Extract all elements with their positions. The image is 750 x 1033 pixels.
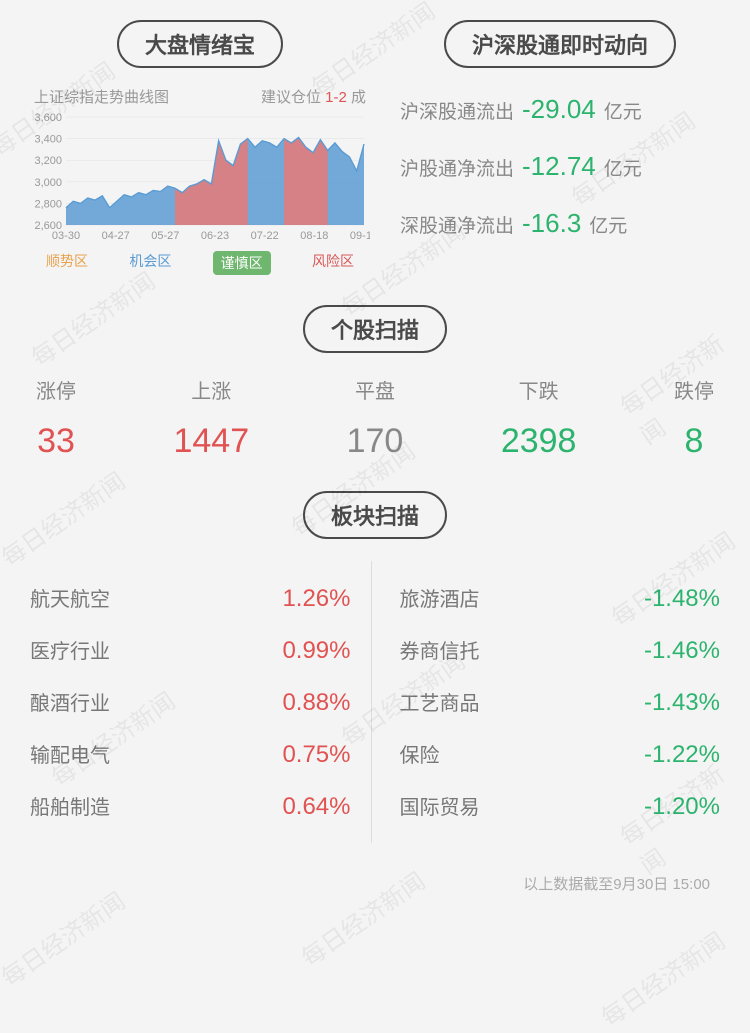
sector-row: 医疗行业0.99% <box>30 635 351 665</box>
svg-text:2,800: 2,800 <box>34 198 62 210</box>
sector-row: 保险-1.22% <box>400 739 721 769</box>
svg-text:3,400: 3,400 <box>34 134 62 146</box>
sector-row: 酿酒行业0.88% <box>30 687 351 717</box>
scan-col: 上涨1447 <box>173 375 249 461</box>
sector-row: 船舶制造0.64% <box>30 791 351 821</box>
svg-text:3,000: 3,000 <box>34 177 62 189</box>
scan-col: 下跌2398 <box>501 375 577 461</box>
flow-item: 沪股通净流出-12.74 亿元 <box>400 151 720 182</box>
footer-timestamp: 以上数据截至9月30日 15:00 <box>30 873 720 894</box>
svg-text:06-23: 06-23 <box>201 230 229 242</box>
sector-scan-title: 板块扫描 <box>303 491 447 539</box>
suggest-position: 建议仓位 1-2 成 <box>261 86 366 107</box>
svg-text:07-22: 07-22 <box>251 230 279 242</box>
stock-scan-row: 涨停33 上涨1447 平盘170 下跌2398 跌停8 <box>30 375 720 461</box>
index-chart: 2,6002,8003,0003,2003,4003,60003-3004-27… <box>30 113 370 243</box>
scan-col: 跌停8 <box>674 375 714 461</box>
flow-item: 深股通净流出-16.3 亿元 <box>400 208 720 239</box>
scan-col: 平盘170 <box>347 375 404 461</box>
sentiment-title: 大盘情绪宝 <box>117 20 283 68</box>
sector-row: 航天航空1.26% <box>30 583 351 613</box>
svg-text:09-14: 09-14 <box>350 230 370 242</box>
svg-text:3,600: 3,600 <box>34 113 62 124</box>
svg-text:3,200: 3,200 <box>34 155 62 167</box>
sector-row: 输配电气0.75% <box>30 739 351 769</box>
sector-row: 国际贸易-1.20% <box>400 791 721 821</box>
svg-text:08-18: 08-18 <box>300 230 328 242</box>
sector-up-list: 航天航空1.26% 医疗行业0.99% 酿酒行业0.88% 输配电气0.75% 船舶制造… <box>30 561 371 843</box>
sector-row: 旅游酒店-1.48% <box>400 583 721 613</box>
watermark: 每日经济新闻 <box>593 922 731 1033</box>
sector-row: 工艺商品-1.43% <box>400 687 721 717</box>
sector-row: 券商信托-1.46% <box>400 635 721 665</box>
sector-down-list: 旅游酒店-1.48% 券商信托-1.46% 工艺商品-1.43% 保险-1.22% 国际… <box>371 561 721 843</box>
scan-col: 涨停33 <box>36 375 76 461</box>
flow-title: 沪深股通即时动向 <box>444 20 676 68</box>
svg-text:03-30: 03-30 <box>52 230 80 242</box>
zone-legend: 顺势区 机会区 谨慎区 风险区 <box>30 251 370 275</box>
flow-list: 沪深股通流出-29.04 亿元沪股通净流出-12.74 亿元深股通净流出-16.… <box>400 94 720 239</box>
watermark: 每日经济新闻 <box>0 882 131 993</box>
svg-text:05-27: 05-27 <box>151 230 179 242</box>
chart-subtitle: 上证综指走势曲线图 <box>34 86 169 107</box>
flow-item: 沪深股通流出-29.04 亿元 <box>400 94 720 125</box>
svg-text:04-27: 04-27 <box>102 230 130 242</box>
stock-scan-title: 个股扫描 <box>303 305 447 353</box>
